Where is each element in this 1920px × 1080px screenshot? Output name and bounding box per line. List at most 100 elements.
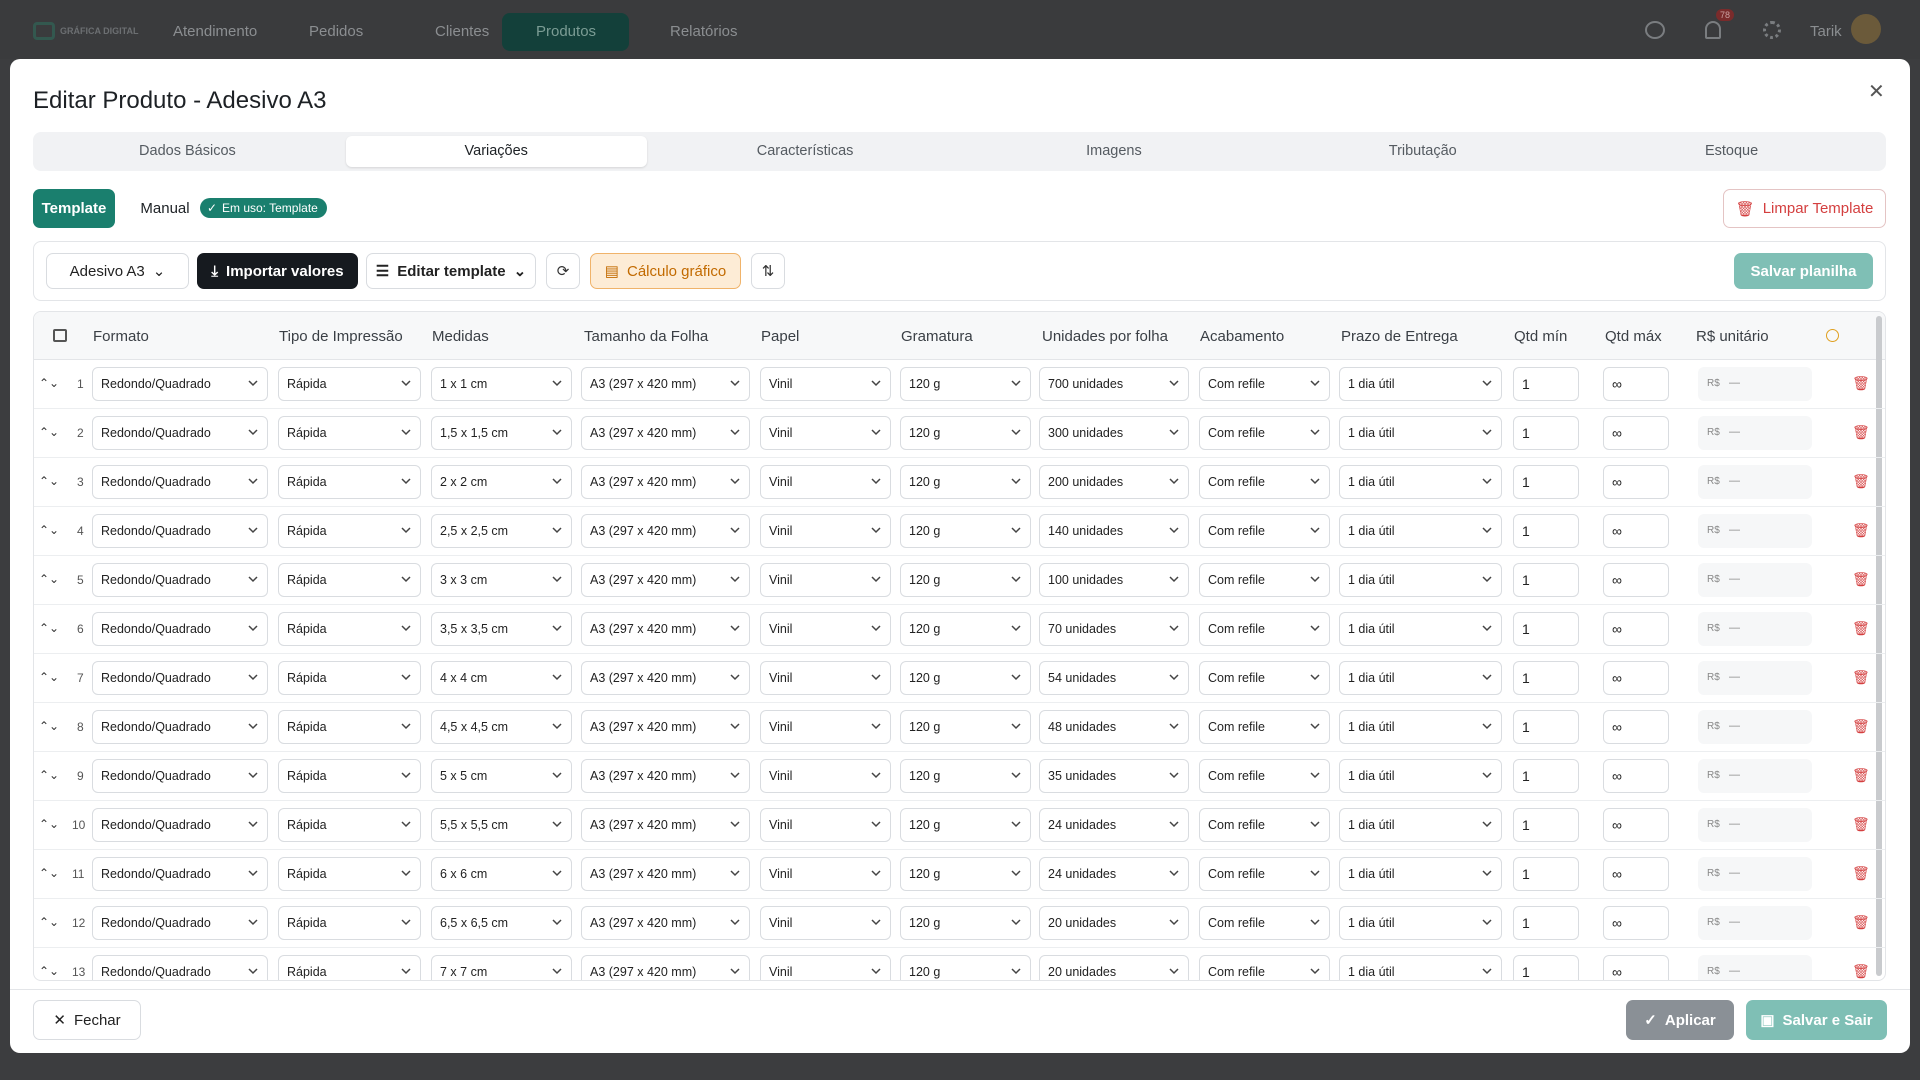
input-cell[interactable]: ∞ [1603, 661, 1669, 695]
select-cell[interactable]: 4,5 x 4,5 cm [431, 710, 572, 744]
edit-template-button[interactable]: ☰ Editar template ⌄ [366, 253, 536, 289]
input-cell[interactable]: ∞ [1603, 416, 1669, 450]
select-cell[interactable]: Rápida [278, 906, 421, 940]
select-cell[interactable]: 120 g [900, 612, 1031, 646]
select-cell[interactable]: A3 (297 x 420 mm) [581, 857, 750, 891]
input-cell[interactable]: 1 [1513, 465, 1579, 499]
select-cell[interactable]: 1 dia útil [1339, 906, 1502, 940]
input-cell[interactable]: 1 [1513, 759, 1579, 793]
select-cell[interactable]: 6 x 6 cm [431, 857, 572, 891]
select-cell[interactable]: Vinil [760, 563, 891, 597]
select-cell[interactable]: Com refile [1199, 710, 1330, 744]
select-cell[interactable]: Com refile [1199, 759, 1330, 793]
select-cell[interactable]: Rápida [278, 759, 421, 793]
select-cell[interactable]: 1 dia útil [1339, 612, 1502, 646]
settings-icon[interactable] [1763, 21, 1781, 39]
select-cell[interactable]: Com refile [1199, 465, 1330, 499]
select-cell[interactable]: 120 g [900, 955, 1031, 980]
select-cell[interactable]: Redondo/Quadrado [92, 465, 268, 499]
select-cell[interactable]: Rápida [278, 710, 421, 744]
select-cell[interactable]: Vinil [760, 759, 891, 793]
user-name[interactable]: Tarik [1810, 23, 1842, 40]
move-arrows[interactable]: ⌃⌄ [39, 866, 60, 880]
select-cell[interactable]: Redondo/Quadrado [92, 563, 268, 597]
tab[interactable]: Dados Básicos [139, 143, 236, 159]
select-cell[interactable]: Redondo/Quadrado [92, 906, 268, 940]
select-cell[interactable]: A3 (297 x 420 mm) [581, 906, 750, 940]
template-button[interactable]: Template [33, 189, 115, 228]
select-cell[interactable]: 1 x 1 cm [431, 367, 572, 401]
delete-icon[interactable]: 🗑 [1852, 963, 1870, 979]
select-cell[interactable]: 120 g [900, 857, 1031, 891]
select-cell[interactable]: 1 dia útil [1339, 465, 1502, 499]
input-cell[interactable]: ∞ [1603, 759, 1669, 793]
nav-item[interactable]: Relatórios [670, 23, 738, 40]
tab[interactable]: Variações [345, 136, 647, 167]
select-cell[interactable]: 1 dia útil [1339, 367, 1502, 401]
move-arrows[interactable]: ⌃⌄ [39, 376, 60, 390]
move-arrows[interactable]: ⌃⌄ [39, 817, 60, 831]
select-cell[interactable]: 24 unidades [1039, 857, 1189, 891]
select-cell[interactable]: 120 g [900, 514, 1031, 548]
select-cell[interactable]: A3 (297 x 420 mm) [581, 465, 750, 499]
input-cell[interactable]: ∞ [1603, 563, 1669, 597]
input-cell[interactable]: ∞ [1603, 465, 1669, 499]
move-arrows[interactable]: ⌃⌄ [39, 621, 60, 635]
select-cell[interactable]: Redondo/Quadrado [92, 367, 268, 401]
select-cell[interactable]: Rápida [278, 955, 421, 980]
select-cell[interactable]: 700 unidades [1039, 367, 1189, 401]
select-cell[interactable]: Rápida [278, 465, 421, 499]
select-cell[interactable]: Redondo/Quadrado [92, 857, 268, 891]
select-cell[interactable]: Com refile [1199, 661, 1330, 695]
select-cell[interactable]: 1 dia útil [1339, 563, 1502, 597]
select-cell[interactable]: Redondo/Quadrado [92, 416, 268, 450]
select-cell[interactable]: 3 x 3 cm [431, 563, 572, 597]
select-cell[interactable]: 4 x 4 cm [431, 661, 572, 695]
input-cell[interactable]: 1 [1513, 808, 1579, 842]
nav-item[interactable]: Produtos [536, 23, 597, 40]
select-cell[interactable]: Com refile [1199, 808, 1330, 842]
select-cell[interactable]: 54 unidades [1039, 661, 1189, 695]
select-cell[interactable]: 200 unidades [1039, 465, 1189, 499]
select-cell[interactable]: 120 g [900, 367, 1031, 401]
select-cell[interactable]: 5 x 5 cm [431, 759, 572, 793]
delete-icon[interactable]: 🗑 [1852, 473, 1870, 489]
select-cell[interactable]: Rápida [278, 612, 421, 646]
select-cell[interactable]: A3 (297 x 420 mm) [581, 416, 750, 450]
select-cell[interactable]: 20 unidades [1039, 955, 1189, 980]
select-cell[interactable]: Com refile [1199, 367, 1330, 401]
select-cell[interactable]: 1 dia útil [1339, 416, 1502, 450]
avatar[interactable] [1851, 14, 1881, 44]
nav-item[interactable]: Clientes [435, 23, 490, 40]
delete-icon[interactable]: 🗑 [1852, 424, 1870, 440]
select-cell[interactable]: Redondo/Quadrado [92, 808, 268, 842]
select-cell[interactable]: 1 dia útil [1339, 955, 1502, 980]
select-cell[interactable]: Com refile [1199, 955, 1330, 980]
select-cell[interactable]: Rápida [278, 563, 421, 597]
delete-icon[interactable]: 🗑 [1852, 865, 1870, 881]
tab[interactable]: Estoque [1704, 143, 1759, 159]
input-cell[interactable]: 1 [1513, 367, 1579, 401]
select-cell[interactable]: 120 g [900, 808, 1031, 842]
select-cell[interactable]: 48 unidades [1039, 710, 1189, 744]
select-cell[interactable]: 7 x 7 cm [431, 955, 572, 980]
input-cell[interactable]: ∞ [1603, 808, 1669, 842]
import-button[interactable]: ⤓ Importar valores [197, 253, 358, 289]
select-cell[interactable]: Com refile [1199, 612, 1330, 646]
select-cell[interactable]: 35 unidades [1039, 759, 1189, 793]
delete-icon[interactable]: 🗑 [1852, 816, 1870, 832]
nav-item[interactable]: Atendimento [173, 23, 258, 40]
select-cell[interactable]: A3 (297 x 420 mm) [581, 710, 750, 744]
select-cell[interactable]: 120 g [900, 759, 1031, 793]
nav-item[interactable]: Pedidos [309, 23, 364, 40]
select-cell[interactable]: 1 dia útil [1339, 857, 1502, 891]
select-cell[interactable]: 120 g [900, 906, 1031, 940]
clear-template-button[interactable]: 🗑 Limpar Template [1723, 189, 1886, 228]
select-cell[interactable]: Rápida [278, 367, 421, 401]
select-cell[interactable]: Com refile [1199, 416, 1330, 450]
select-cell[interactable]: 300 unidades [1039, 416, 1189, 450]
tab[interactable]: Imagens [1086, 143, 1142, 159]
select-cell[interactable]: 5,5 x 5,5 cm [431, 808, 572, 842]
move-arrows[interactable]: ⌃⌄ [39, 425, 60, 439]
select-cell[interactable]: Com refile [1199, 514, 1330, 548]
